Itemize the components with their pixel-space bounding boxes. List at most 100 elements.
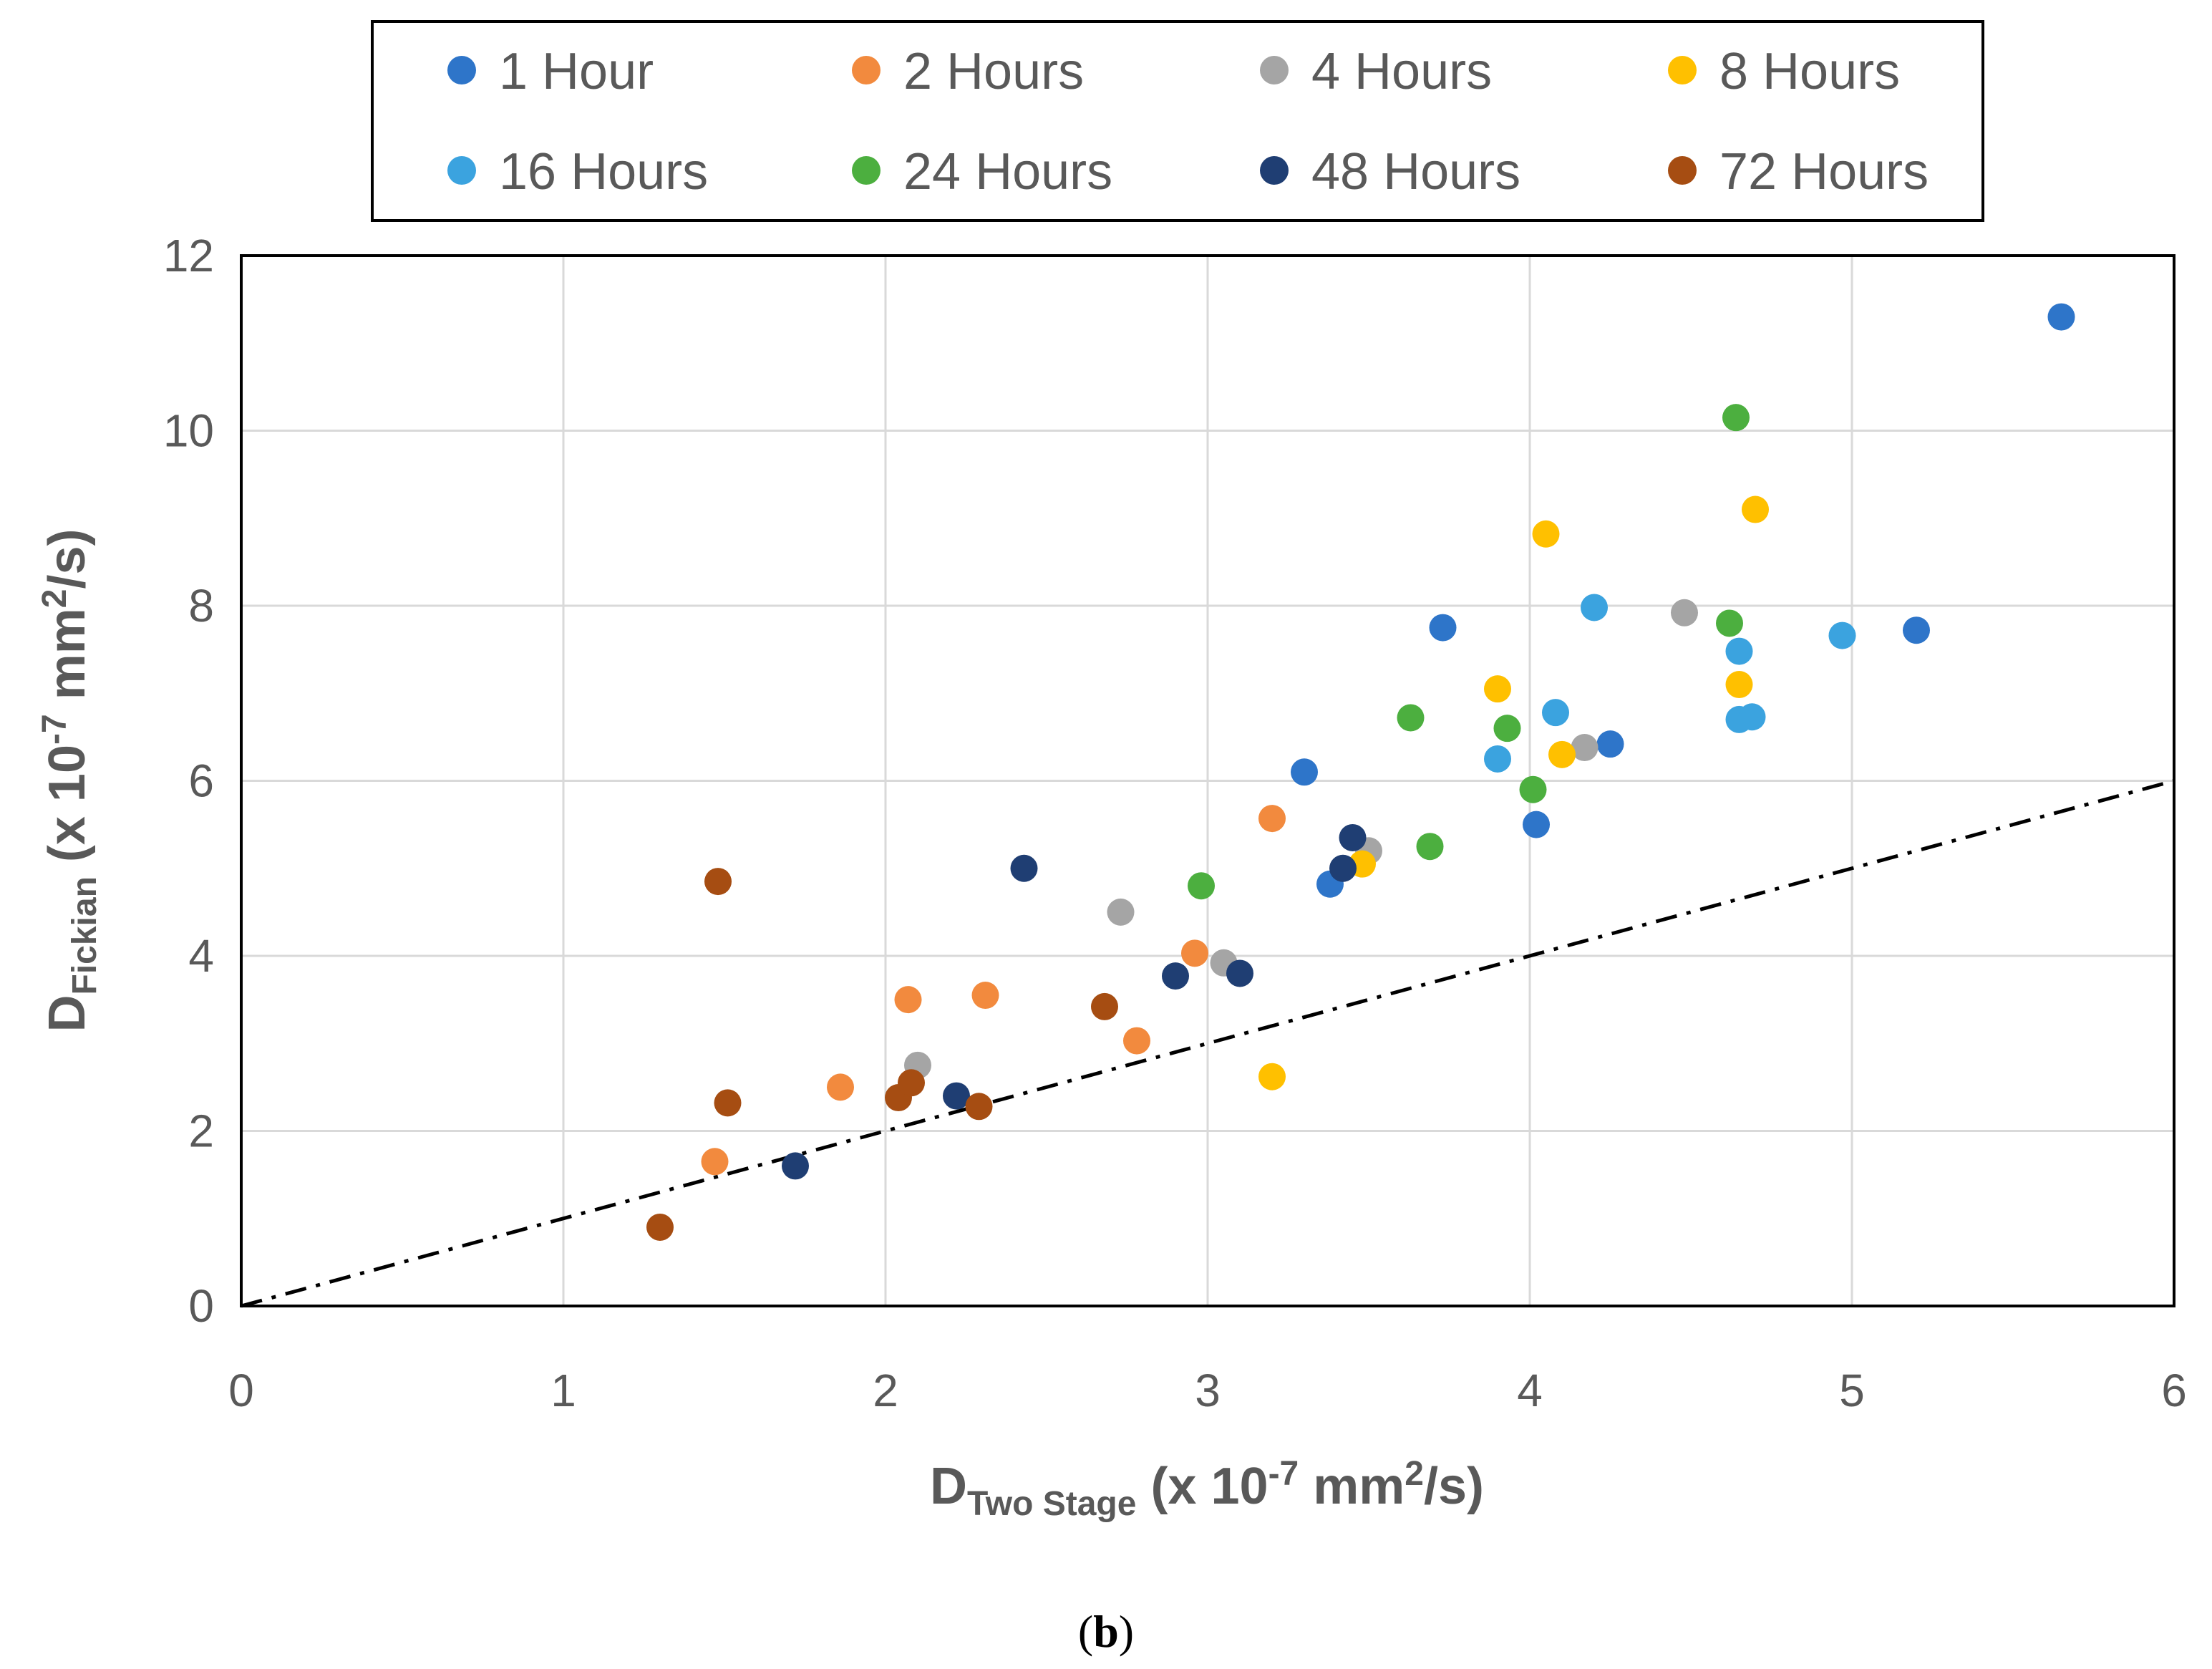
x-axis-title-main: D: [930, 1458, 967, 1515]
point-1-hour: [1429, 614, 1457, 642]
legend-label-16-hours: 16 Hours: [499, 143, 708, 200]
data-points: [646, 303, 2075, 1241]
point-24-hours: [1519, 775, 1547, 803]
point-72-hours: [646, 1213, 674, 1241]
caption-close: ): [1119, 1606, 1134, 1657]
point-8-hours: [1532, 520, 1560, 548]
point-24-hours: [1493, 715, 1521, 742]
x-axis-title-subscript: Two Stage: [967, 1485, 1136, 1523]
legend-label-1-hour: 1 Hour: [499, 43, 654, 100]
caption-letter: b: [1093, 1606, 1119, 1657]
legend-label-8-hours: 8 Hours: [1719, 43, 1900, 100]
y-axis-title-unit-exponent: 2: [36, 589, 74, 609]
point-48-hours: [943, 1082, 970, 1110]
point-8-hours: [1725, 671, 1753, 699]
legend-box: [371, 20, 1984, 222]
y-tick-label: 8: [188, 580, 214, 632]
point-24-hours: [1716, 609, 1743, 637]
y-axis-title-unit: mm: [39, 608, 96, 714]
point-48-hours: [1162, 962, 1189, 990]
legend-label-24-hours: 24 Hours: [903, 143, 1112, 200]
x-axis-title-prefix: (x 10: [1136, 1458, 1268, 1515]
legend-label-48-hours: 48 Hours: [1311, 143, 1520, 200]
point-24-hours: [1722, 404, 1750, 432]
x-tick-label: 4: [1517, 1365, 1543, 1416]
y-tick-label: 0: [188, 1280, 214, 1332]
point-8-hours: [1258, 1063, 1286, 1090]
x-tick-label: 0: [228, 1365, 254, 1416]
point-16-hours: [1828, 621, 1856, 649]
x-tick-label: 2: [873, 1365, 898, 1416]
x-tick-labels: 0 1 2 3 4 5 6: [228, 1365, 2187, 1416]
x-axis-title-exponent: -7: [1268, 1455, 1299, 1493]
y-axis-title-prefix: (x 10: [39, 745, 96, 876]
x-tick-label: 6: [2161, 1365, 2187, 1416]
point-1-hour: [1523, 811, 1550, 838]
point-16-hours: [1725, 637, 1753, 665]
caption-open: (: [1078, 1606, 1093, 1657]
point-16-hours: [1542, 699, 1569, 727]
point-2-hours: [894, 986, 922, 1014]
point-72-hours: [714, 1089, 742, 1117]
point-2-hours: [1181, 939, 1208, 967]
legend-marker-2-hours: [852, 56, 881, 84]
legend-marker-24-hours: [852, 156, 881, 185]
point-48-hours: [1339, 823, 1367, 851]
point-8-hours: [1484, 675, 1511, 703]
y-axis-title: DFickian (x 10-7 mm2/s): [36, 529, 104, 1032]
x-tick-label: 1: [550, 1365, 576, 1416]
point-72-hours: [704, 868, 732, 896]
plot-border: [240, 254, 2175, 1307]
y-axis-title-exponent: -7: [36, 714, 74, 745]
y-axis-title-main: D: [39, 995, 96, 1032]
x-axis-title-suffix: /s): [1424, 1458, 1484, 1515]
legend-marker-1-hour: [447, 56, 476, 84]
reference-line: [241, 779, 2175, 1308]
point-48-hours: [782, 1152, 809, 1180]
point-24-hours: [1416, 833, 1444, 861]
figure-caption: (b): [1078, 1606, 1134, 1657]
point-72-hours: [965, 1093, 993, 1121]
point-2-hours: [827, 1073, 854, 1101]
y-axis-title-suffix: /s): [39, 529, 96, 589]
legend-items: 1 Hour 2 Hours 4 Hours 8 Hours 16 Hours 24 Ho…: [447, 43, 1929, 200]
legend-marker-16-hours: [447, 156, 476, 185]
point-8-hours: [1548, 740, 1576, 768]
point-48-hours: [1226, 959, 1253, 987]
point-8-hours: [1742, 495, 1769, 523]
legend-marker-48-hours: [1260, 156, 1289, 185]
point-2-hours: [971, 982, 999, 1010]
legend: 1 Hour 2 Hours 4 Hours 8 Hours 16 Hours 24 Ho…: [371, 20, 1984, 222]
point-16-hours: [1581, 594, 1608, 621]
y-axis-title-subscript: Fickian: [66, 876, 104, 995]
legend-marker-4-hours: [1260, 56, 1289, 84]
point-1-hour: [1903, 616, 1930, 644]
legend-label-72-hours: 72 Hours: [1719, 143, 1929, 200]
legend-label-2-hours: 2 Hours: [903, 43, 1084, 100]
y-tick-label: 10: [163, 405, 214, 457]
y-tick-label: 6: [188, 755, 214, 807]
x-axis-title-unit-exponent: 2: [1405, 1455, 1424, 1493]
point-24-hours: [1188, 872, 1215, 900]
legend-marker-72-hours: [1668, 156, 1697, 185]
plot-area: [240, 254, 2175, 1308]
y-tick-label: 4: [188, 930, 214, 982]
point-24-hours: [1397, 704, 1425, 732]
point-1-hour: [1596, 730, 1624, 758]
point-72-hours: [1091, 992, 1118, 1020]
point-2-hours: [1258, 805, 1286, 833]
point-48-hours: [1010, 854, 1038, 882]
y-tick-label: 2: [188, 1106, 214, 1157]
point-16-hours: [1738, 703, 1766, 731]
legend-label-4-hours: 4 Hours: [1311, 43, 1492, 100]
x-tick-label: 3: [1195, 1365, 1221, 1416]
point-16-hours: [1484, 745, 1511, 773]
point-4-hours: [1107, 898, 1135, 926]
point-2-hours: [1123, 1027, 1150, 1055]
point-48-hours: [1329, 854, 1357, 882]
y-tick-label: 12: [163, 230, 214, 281]
point-4-hours: [1571, 734, 1599, 762]
x-tick-label: 5: [1839, 1365, 1865, 1416]
point-1-hour: [2047, 303, 2075, 331]
